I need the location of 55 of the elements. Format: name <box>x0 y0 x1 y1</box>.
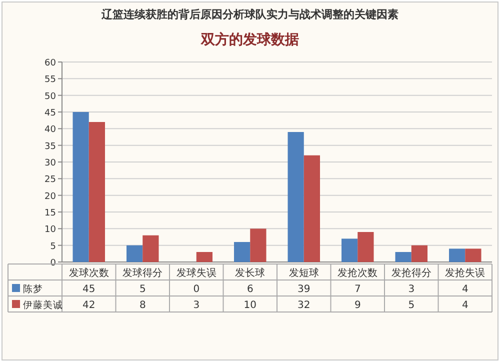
y-tick-label: 20 <box>44 192 56 202</box>
bar <box>126 245 143 262</box>
y-tick-label: 60 <box>44 58 56 68</box>
y-tick-label: 30 <box>44 158 56 168</box>
data-label: 4 <box>462 284 468 295</box>
y-tick-label: 5 <box>50 242 56 252</box>
data-label: 6 <box>246 284 254 295</box>
x-tick-label: 发抢失误 <box>445 267 486 279</box>
y-tick-label: 25 <box>44 175 56 186</box>
x-tick-label: 发长球 <box>235 267 266 279</box>
data-label: 8 <box>139 300 146 311</box>
data-label: 32 <box>298 300 310 311</box>
y-tick-label: 55 <box>44 75 56 86</box>
y-tick-label: 15 <box>44 208 56 218</box>
bar <box>72 112 89 262</box>
legend-label: 伊藤美诚 <box>23 299 63 311</box>
bar <box>465 248 482 262</box>
data-label: 5 <box>139 284 146 295</box>
legend-label: 陈梦 <box>23 283 43 295</box>
bar <box>288 132 304 262</box>
data-label: 39 <box>298 284 310 295</box>
x-tick-label: 发短球 <box>288 267 319 279</box>
chart-subtitle: 辽篮连续获胜的背后原因分析球队实力与战术调整的关键因素 <box>100 8 398 21</box>
bar <box>411 245 428 262</box>
data-label: 3 <box>193 300 200 311</box>
data-label: 10 <box>244 300 256 311</box>
data-label: 5 <box>408 300 415 311</box>
x-tick-label: 发抢得分 <box>391 267 432 279</box>
data-label: 7 <box>354 284 361 295</box>
x-tick-label: 发球次数 <box>68 267 109 279</box>
bar <box>142 235 159 262</box>
bar <box>304 155 320 262</box>
bar <box>234 242 250 262</box>
bar <box>395 252 412 262</box>
y-tick-label: 45 <box>44 108 56 118</box>
bar <box>250 228 266 262</box>
bar <box>449 248 466 262</box>
y-tick-label: 35 <box>44 142 56 152</box>
data-label: 9 <box>354 300 361 311</box>
x-tick-label: 发球失误 <box>176 267 216 279</box>
bar <box>358 232 374 262</box>
y-tick-label: 50 <box>44 92 56 102</box>
data-label: 0 <box>193 284 200 295</box>
y-tick-label: 40 <box>44 125 56 136</box>
data-label: 42 <box>82 300 96 311</box>
x-tick-label: 发抢次数 <box>338 267 378 279</box>
data-label: 45 <box>82 284 96 295</box>
bar <box>88 122 105 262</box>
chart-title: 双方的发球数据 <box>200 31 299 48</box>
x-tick-label: 发球得分 <box>122 267 163 279</box>
bar <box>196 252 212 262</box>
data-label: 4 <box>462 300 468 311</box>
data-label: 3 <box>408 284 415 295</box>
y-tick-label: 10 <box>44 225 56 236</box>
bar <box>342 238 358 262</box>
